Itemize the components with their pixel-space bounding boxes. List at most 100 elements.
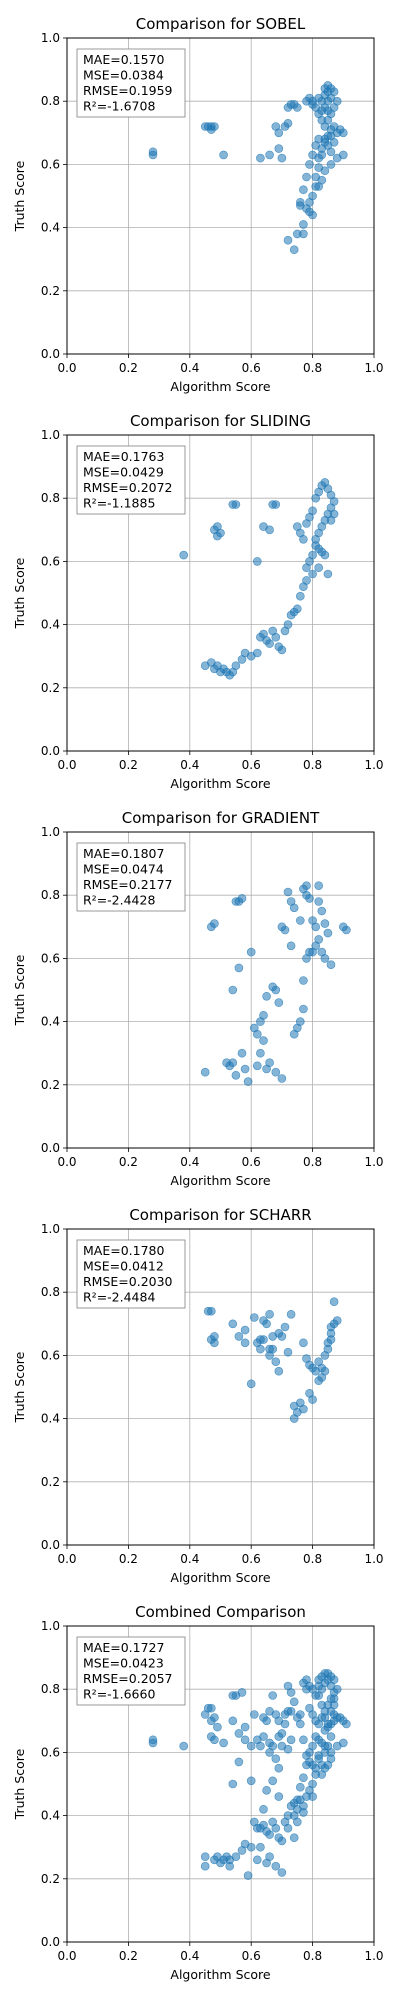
plot-frame (66, 1228, 375, 1546)
plot-frame (66, 831, 375, 1149)
y-tick-label: 0.6 (41, 951, 60, 965)
data-point (231, 661, 241, 671)
data-point (326, 160, 336, 169)
data-point (271, 1754, 281, 1763)
stats-box (76, 842, 186, 912)
data-point (286, 1310, 296, 1319)
y-tick-label: 0.6 (41, 1745, 60, 1759)
data-point (295, 1719, 305, 1729)
stats-line: R²=-1.1885 (83, 496, 155, 511)
data-point (234, 1729, 244, 1738)
x-tick-label: 0.0 (57, 1949, 76, 1963)
stats-line: MAE=0.1570 (83, 52, 164, 67)
data-point (265, 1344, 274, 1354)
data-point (250, 1710, 259, 1719)
data-point (280, 1719, 290, 1729)
data-point (265, 1310, 274, 1319)
data-point (246, 1776, 256, 1786)
data-point (231, 1071, 241, 1080)
data-point (271, 985, 281, 995)
data-point (286, 941, 296, 951)
x-tick-label: 0.8 (303, 758, 322, 772)
data-point (277, 645, 287, 655)
data-point (286, 1735, 296, 1745)
data-point (240, 1722, 250, 1732)
y-tick-label: 0.4 (41, 221, 60, 235)
data-point (332, 1684, 342, 1694)
y-tick-label: 0.2 (41, 284, 60, 298)
data-point (332, 1316, 342, 1325)
data-point (219, 1738, 228, 1748)
data-point (299, 976, 308, 985)
data-point (320, 166, 330, 175)
data-point (148, 147, 158, 157)
data-point (210, 1332, 219, 1341)
x-tick-label: 0.4 (180, 758, 199, 772)
data-point (274, 998, 284, 1007)
data-point (210, 1735, 219, 1745)
stats-line: MSE=0.0412 (83, 1259, 164, 1274)
data-point (265, 150, 274, 160)
x-tick-label: 0.0 (57, 361, 76, 375)
data-point (299, 1735, 308, 1745)
data-point (231, 500, 241, 509)
data-point (283, 235, 293, 245)
stats-line: MSE=0.0384 (83, 68, 164, 83)
data-point (329, 1700, 339, 1710)
data-point (299, 534, 308, 544)
y-axis-label: Truth Score (12, 954, 27, 1026)
data-point (252, 1855, 262, 1865)
data-point (179, 1741, 188, 1751)
stats-line: RMSE=0.2072 (83, 480, 173, 495)
data-point (292, 1817, 302, 1827)
data-point (256, 1842, 265, 1852)
data-point (326, 1748, 336, 1757)
plot-frame (66, 37, 375, 355)
data-point (207, 1703, 216, 1713)
chart-panel: Combined Comparison 0.0 0.2 0.4 0.6 0.8 1.0 0.0… (12, 1603, 384, 1982)
data-point (320, 919, 330, 928)
x-tick-label: 0.4 (180, 1552, 199, 1566)
x-tick-label: 0.8 (303, 1155, 322, 1169)
data-point (283, 119, 293, 128)
data-point (302, 172, 311, 182)
data-point (237, 1048, 247, 1058)
stats-line: MAE=0.1727 (83, 1640, 164, 1655)
x-axis-label: Algorithm Score (170, 1967, 271, 1982)
x-tick-label: 0.0 (57, 1155, 76, 1169)
data-point (320, 550, 330, 560)
x-tick-label: 0.2 (119, 758, 138, 772)
data-point (289, 245, 299, 254)
data-point (326, 131, 336, 141)
x-tick-label: 0.2 (119, 1155, 138, 1169)
data-point (314, 182, 324, 191)
data-point (219, 150, 228, 160)
data-point (265, 525, 274, 535)
data-point (213, 531, 222, 541)
data-point (243, 1871, 253, 1880)
data-point (256, 1741, 265, 1751)
chart-title: Comparison for SLIDING (130, 412, 311, 430)
stats-line: MAE=0.1780 (83, 1243, 164, 1258)
data-point (200, 1861, 210, 1871)
chart-title: Comparison for GRADIENT (122, 809, 320, 827)
data-point (280, 1322, 290, 1332)
stats-line: RMSE=0.2057 (83, 1671, 173, 1686)
x-tick-label: 0.8 (303, 1552, 322, 1566)
y-tick-label: 0.6 (41, 1348, 60, 1362)
data-point (268, 1691, 278, 1700)
y-axis-label: Truth Score (12, 1748, 27, 1820)
data-point (280, 925, 290, 935)
y-tick-label: 0.8 (41, 94, 60, 108)
data-point (329, 87, 339, 96)
data-point (326, 147, 336, 157)
y-tick-label: 0.2 (41, 1475, 60, 1489)
stats-line: MSE=0.0423 (83, 1656, 164, 1671)
x-tick-label: 0.0 (57, 758, 76, 772)
x-axis-label: Algorithm Score (170, 776, 271, 791)
data-point (240, 1064, 250, 1074)
y-tick-label: 0.2 (41, 1078, 60, 1092)
data-point (234, 1332, 244, 1341)
data-point (338, 1738, 348, 1748)
data-point (262, 1716, 271, 1726)
